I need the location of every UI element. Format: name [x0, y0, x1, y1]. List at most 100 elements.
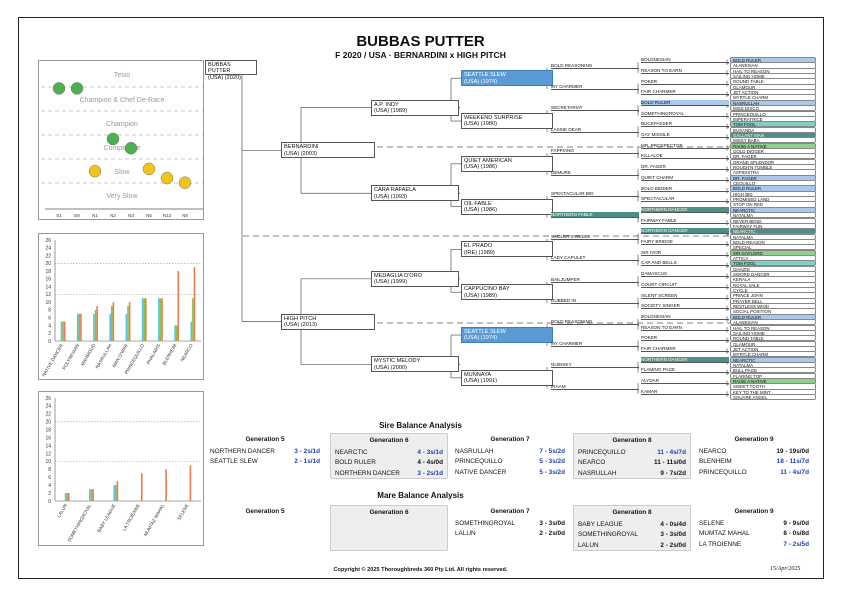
ancestor-name: PRINCEQUILLO	[455, 458, 503, 466]
ancestor-name: NASRULLAH	[578, 469, 617, 477]
bar-series-c	[67, 493, 70, 501]
y-tick-label: 18	[45, 427, 51, 433]
bar-series-c	[128, 302, 131, 341]
gen5-horse: DR. FAGER	[641, 164, 729, 171]
generation-column: Generation 8 PRINCEQUILLO 11 - 4s/7d NEARCO…	[573, 433, 691, 479]
rating-x-tick: E8	[74, 213, 80, 218]
bar-series-c	[140, 473, 143, 501]
bar-series-a	[76, 313, 79, 341]
generation-header: Generation 9	[734, 436, 774, 443]
y-tick-label: 2	[48, 331, 51, 337]
gen5-horse: DAMASCUS	[641, 271, 729, 278]
horse-info: (USA) (1986)	[464, 207, 497, 214]
bar-series-b	[115, 485, 117, 501]
y-tick-label: 16	[45, 277, 51, 283]
bar-series-b	[175, 325, 178, 341]
balance-row: BLENHEIM 18 - 11s/7d	[695, 457, 813, 467]
gen5-horse: MR. PROSPECTOR	[641, 143, 729, 149]
ancestor-name: SOMETHINGROYAL	[455, 520, 515, 527]
report-frame	[18, 17, 824, 579]
balance-row: SOMETHINGROYAL 3 - 3s/0d	[574, 530, 690, 540]
balance-row: MUMTAZ MAHAL 8 - 0s/8d	[695, 529, 813, 539]
y-tick-label: 0	[48, 339, 51, 345]
gen5-horse: SIR IVOR	[641, 250, 729, 256]
subject-horse: BUBBAS PUTTER (USA) (2020)	[205, 60, 257, 81]
y-tick-label: 2	[48, 491, 51, 497]
ancestor-name: PRINCEQUILLO	[699, 468, 747, 476]
sire-bar-chart-panel: 0 2 4 6 8 10 12 14 16 18 20 22 24 26 NATIVE DANCER POLY…	[38, 233, 204, 380]
mare-balance-title: Mare Balance Analysis	[377, 491, 464, 500]
bar-series-b	[192, 298, 194, 341]
grandparent-box: CARA RAFAELA (USA) (1993)	[371, 185, 459, 202]
balance-row: SOMETHINGROYAL 3 - 3s/0d	[451, 519, 569, 529]
ancestor-name: NORTHERN DANCER	[210, 448, 275, 455]
rating-x-tick: N9	[182, 213, 188, 218]
horse-info: (USA) (2000)	[374, 364, 407, 371]
bar-series-a	[93, 313, 95, 341]
gen4-horse: SECRETARIAT	[551, 105, 639, 112]
bar-series-b	[62, 321, 64, 341]
bar-series-b	[94, 309, 97, 341]
gen5-horse: CAP AND BELLS	[641, 260, 729, 267]
balance-row: NORTHERN DANCER 3 - 2s/1d	[206, 447, 324, 457]
horse-name: MUNNAYA	[464, 371, 492, 378]
gen4-horse: BOLD REASONING	[551, 319, 639, 326]
generation-header: Generation 8	[612, 437, 652, 444]
gen5-horse: REASON TO EARN	[641, 68, 729, 74]
y-tick-label: 14	[45, 443, 51, 449]
ancestor-count: 4 - 0s/4d	[660, 521, 686, 528]
bar-series-b	[159, 298, 162, 341]
gen5-horse: FAIRY BRIDGE	[641, 239, 729, 246]
horse-info: (USA) (1993)	[374, 193, 407, 200]
bar-series-c	[165, 469, 167, 501]
bar-series-b	[78, 313, 81, 341]
ancestor-count: 7 - 2s/5d	[783, 540, 809, 548]
horse-info: (USA) (1986)	[464, 164, 497, 171]
horse-name: OIL FABLE	[464, 200, 492, 207]
page-subtitle: F 2020 / USA · BERNARDINI x HIGH PITCH	[335, 50, 506, 60]
gen5-horse: POKER	[641, 79, 729, 85]
ancestor-count: 3 - 2s/1d	[417, 469, 443, 477]
y-tick-label: 6	[48, 475, 51, 481]
report-date: 15/Apr/2025	[770, 566, 801, 572]
generation-column: Generation 7 NASRULLAH 7 - 5s/2d PRINCEQUIL…	[451, 433, 569, 479]
y-tick-label: 0	[48, 499, 51, 505]
generation-column: Generation 5	[206, 505, 324, 551]
ancestor-count: 2 - 2s/0d	[660, 541, 686, 549]
y-tick-label: 8	[48, 308, 51, 314]
horse-name: SEATTLE SLEW	[464, 329, 506, 336]
balance-row: NASRULLAH 7 - 5s/2d	[451, 447, 569, 457]
rating-level-label: Champion & Chef De-Race	[80, 97, 165, 104]
generation-header: Generation 6	[369, 509, 409, 516]
great-grandparent-box: WEEKEND SURPRISE (USA) (1980)	[461, 113, 553, 130]
ancestor-count: 11 - 11s/0d	[654, 459, 686, 467]
bar-series-a	[158, 298, 160, 341]
y-tick-label: 22	[45, 412, 51, 418]
gen5-horse: BOLDNESIAN	[641, 314, 729, 320]
balance-row: NEARCO 11 - 11s/0d	[574, 458, 690, 468]
ancestor-name: SELENE	[699, 520, 725, 527]
gen4-horse: NORTHERN FABLE	[551, 212, 639, 219]
rating-chart-panel: Tesio Champion & Chef De-Race Champion Comp…	[38, 60, 204, 220]
generation-column: Generation 6	[330, 505, 448, 551]
gen4-horse: NIJINSKY	[551, 362, 639, 369]
ancestor-count: 9 - 7s/2d	[660, 469, 686, 477]
bar-series-c	[92, 489, 94, 501]
rating-level-label: Champion	[106, 121, 138, 128]
y-tick-label: 4	[48, 483, 51, 489]
gen5-horse: KAMAR	[641, 389, 729, 395]
bar-series-a	[60, 321, 63, 341]
horse-name: WEEKEND SURPRISE	[464, 115, 523, 122]
gen5-horse: BOLD BIDDER	[641, 186, 729, 192]
gen5-horse: BOLD RULER	[641, 99, 729, 106]
category-label: LA TROIENNE	[122, 503, 141, 532]
great-grandparent-box: QUIET AMERICAN (USA) (1986)	[461, 155, 553, 172]
rating-point	[88, 164, 102, 178]
generation-header: Generation 7	[490, 436, 530, 443]
gen5-horse: BOLDNESIAN	[641, 57, 729, 64]
ancestor-name: SEATTLE SLEW	[210, 458, 258, 466]
category-label: SELENE	[176, 503, 189, 521]
bar-series-a	[125, 313, 128, 341]
rating-point	[142, 162, 156, 176]
